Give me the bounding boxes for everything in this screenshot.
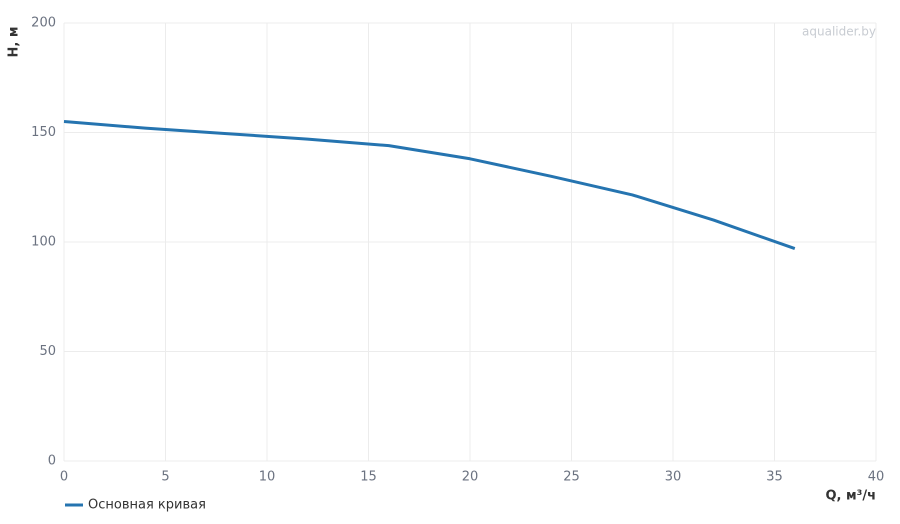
x-axis-label: Q, м³/ч [825, 489, 876, 504]
x-tick-label: 5 [161, 470, 169, 485]
line [63, 120, 796, 250]
x-tick-label: 20 [462, 470, 479, 485]
y-tick-label: 50 [39, 344, 56, 359]
y-tick-label: 0 [48, 454, 56, 469]
watermark: aqualider.by [802, 25, 876, 39]
x-tick-label: 10 [259, 470, 276, 485]
y-axis-label: H, м [7, 27, 22, 58]
y-tick-label: 200 [31, 16, 56, 31]
x-tick-label: 40 [868, 470, 885, 485]
y-tick-label: 150 [31, 125, 56, 140]
y-tick-label: 100 [31, 235, 56, 250]
x-tick-label: 25 [563, 470, 580, 485]
legend-label: Основная кривая [88, 498, 206, 513]
x-tick-label: 35 [766, 470, 783, 485]
x-tick-label: 0 [60, 470, 68, 485]
x-tick-label: 30 [665, 470, 682, 485]
x-tick-label: 15 [360, 470, 377, 485]
